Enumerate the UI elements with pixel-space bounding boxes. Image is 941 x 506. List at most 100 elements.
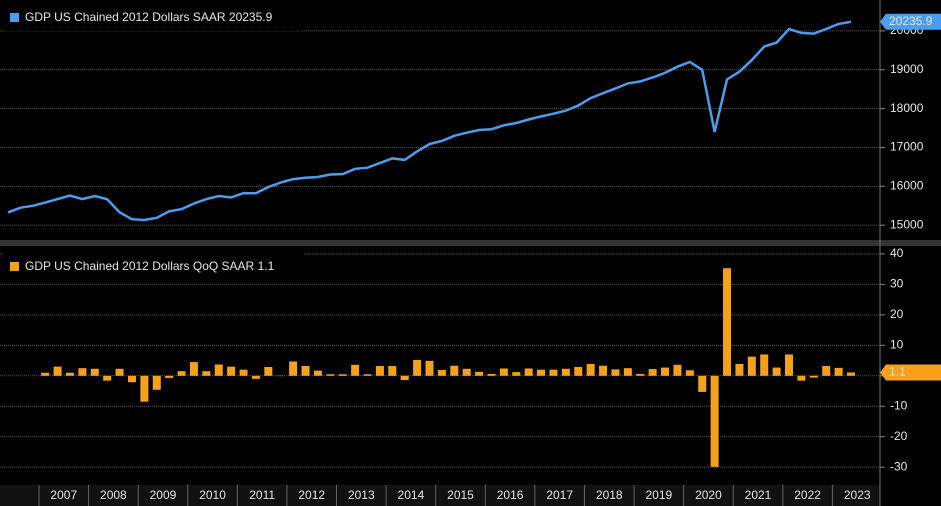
bar bbox=[648, 369, 657, 376]
x-tick-label: 2014 bbox=[398, 488, 425, 502]
bar bbox=[375, 366, 384, 376]
bar bbox=[326, 374, 335, 376]
x-tick-label: 2013 bbox=[348, 488, 375, 502]
bar bbox=[623, 368, 632, 376]
bar bbox=[400, 375, 409, 381]
bar bbox=[475, 371, 484, 376]
bar bbox=[847, 372, 855, 376]
x-tick-label: 2008 bbox=[100, 488, 127, 502]
x-axis-strip bbox=[0, 485, 880, 506]
bar bbox=[239, 369, 248, 376]
line-series bbox=[7, 20, 852, 222]
bar bbox=[661, 367, 670, 376]
bar bbox=[574, 366, 583, 376]
value-tag-label: 20235.9 bbox=[889, 14, 933, 28]
bar bbox=[673, 364, 682, 376]
value-tag bbox=[880, 13, 941, 30]
legend-box bbox=[3, 252, 303, 280]
bar bbox=[450, 365, 459, 376]
bar bbox=[809, 375, 818, 378]
bar bbox=[710, 375, 719, 467]
bar bbox=[735, 363, 744, 376]
bar bbox=[202, 371, 211, 376]
bar bbox=[487, 373, 496, 376]
legend-swatch bbox=[10, 262, 19, 271]
bar bbox=[524, 368, 533, 376]
bar bbox=[214, 364, 223, 376]
bar bbox=[388, 366, 397, 376]
bar bbox=[611, 369, 620, 376]
bar bbox=[537, 369, 546, 376]
bar bbox=[785, 354, 794, 376]
x-tick-label: 2019 bbox=[645, 488, 672, 502]
bar bbox=[599, 365, 608, 376]
bar bbox=[462, 368, 471, 376]
y-tick-label: 15000 bbox=[890, 217, 924, 231]
bar bbox=[586, 363, 595, 376]
bar bbox=[561, 368, 570, 376]
y-tick-label: 30 bbox=[890, 277, 904, 291]
bar bbox=[549, 369, 558, 376]
bar bbox=[363, 374, 372, 376]
legend-box bbox=[3, 3, 301, 31]
bar bbox=[797, 375, 806, 381]
y-tick-label: 40 bbox=[890, 246, 904, 260]
bar bbox=[78, 368, 87, 376]
x-tick-label: 2012 bbox=[298, 488, 325, 502]
bar bbox=[115, 368, 124, 376]
x-tick-label: 2007 bbox=[50, 488, 77, 502]
x-tick-label: 2023 bbox=[844, 488, 871, 502]
bar bbox=[127, 375, 136, 383]
bar bbox=[227, 366, 236, 376]
y-tick-label: -10 bbox=[890, 398, 908, 412]
bar bbox=[772, 367, 781, 376]
plot-layer bbox=[0, 20, 880, 468]
bar bbox=[425, 360, 434, 376]
bar bbox=[264, 366, 273, 376]
legend-label: GDP US Chained 2012 Dollars QoQ SAAR 1.1 bbox=[25, 259, 275, 273]
bar bbox=[747, 356, 756, 376]
bar bbox=[834, 367, 843, 376]
legend-label: GDP US Chained 2012 Dollars SAAR 20235.9 bbox=[25, 10, 273, 24]
bar bbox=[636, 373, 645, 376]
y-tick-label: -30 bbox=[890, 459, 908, 473]
x-tick-label: 2009 bbox=[150, 488, 177, 502]
bar bbox=[313, 370, 322, 376]
x-tick-label: 2017 bbox=[546, 488, 573, 502]
bar bbox=[152, 375, 161, 390]
bar bbox=[685, 370, 694, 376]
bar bbox=[822, 366, 831, 376]
x-tick-label: 2015 bbox=[447, 488, 474, 502]
bar bbox=[140, 375, 149, 402]
x-tick-label: 2022 bbox=[794, 488, 821, 502]
bar bbox=[165, 375, 174, 378]
bar bbox=[760, 354, 769, 376]
y-tick-label: 10 bbox=[890, 338, 904, 352]
bar bbox=[189, 362, 198, 376]
value-tag bbox=[880, 364, 941, 381]
y-tick-label: 17000 bbox=[890, 140, 924, 154]
bar bbox=[499, 368, 508, 376]
bar bbox=[41, 372, 50, 376]
bar bbox=[251, 375, 260, 379]
bar bbox=[177, 371, 186, 376]
y-tick-label: 16000 bbox=[890, 178, 924, 192]
bar bbox=[53, 366, 62, 376]
x-tick-label: 2010 bbox=[199, 488, 226, 502]
x-tick-label: 2020 bbox=[695, 488, 722, 502]
bar bbox=[413, 359, 422, 376]
bar bbox=[437, 370, 446, 376]
x-tick-label: 2018 bbox=[596, 488, 623, 502]
panel-divider bbox=[0, 240, 941, 246]
bar bbox=[338, 374, 347, 376]
bar bbox=[301, 366, 310, 376]
legend-swatch bbox=[10, 13, 19, 22]
y-tick-label: 18000 bbox=[890, 101, 924, 115]
bar bbox=[698, 375, 707, 392]
x-tick-label: 2021 bbox=[745, 488, 772, 502]
x-tick-label: 2011 bbox=[249, 488, 275, 502]
bar bbox=[103, 375, 112, 381]
bar bbox=[723, 268, 732, 376]
bar bbox=[512, 372, 521, 376]
